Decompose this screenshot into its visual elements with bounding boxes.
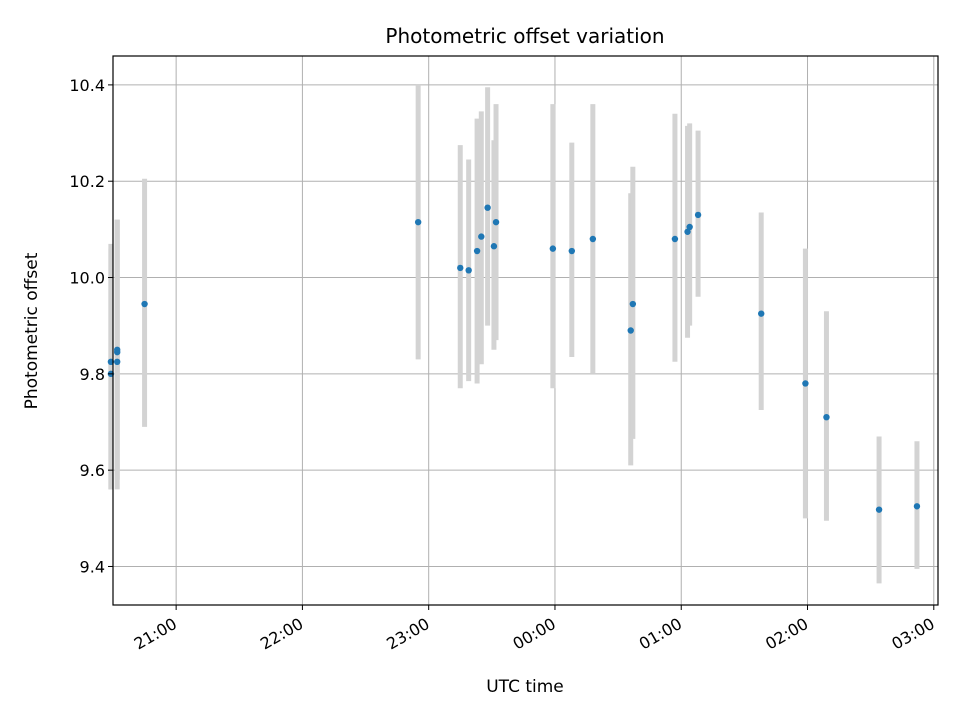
data-point <box>875 506 883 513</box>
grid <box>113 56 938 605</box>
data-point <box>671 235 679 243</box>
data-point <box>114 346 121 353</box>
x-axis-label: UTC time <box>486 677 564 697</box>
y-tick-label: 10.0 <box>69 269 105 288</box>
chart-title: Photometric offset variation <box>385 24 664 48</box>
data-point <box>478 233 485 240</box>
data-point <box>568 247 576 255</box>
data-point <box>694 211 702 219</box>
y-axis-label: Photometric offset <box>22 252 42 409</box>
data-point <box>114 358 121 366</box>
data-point <box>473 247 481 255</box>
data-point <box>913 503 921 510</box>
data-point <box>465 267 472 274</box>
data-point <box>549 245 557 252</box>
data-point <box>684 228 691 235</box>
data-point <box>589 235 597 243</box>
plot-frame <box>112 55 939 606</box>
y-tick-label: 9.6 <box>80 461 105 480</box>
data-point <box>492 218 500 226</box>
data-point <box>484 204 491 211</box>
y-axis: 9.4 9.6 9.8 10.0 10.2 10.4 <box>69 76 113 576</box>
data-point <box>686 223 693 231</box>
data-point <box>823 413 830 421</box>
y-tick-label: 9.4 <box>80 557 105 576</box>
data-point <box>141 300 148 308</box>
data-point <box>414 218 422 226</box>
y-tick-label: 9.8 <box>80 365 105 384</box>
y-tick-label: 10.2 <box>69 172 105 191</box>
data-point <box>802 380 809 387</box>
data-point <box>629 300 637 308</box>
data-point <box>627 327 634 334</box>
data-point <box>758 310 765 317</box>
data-point <box>490 243 498 250</box>
y-tick-label: 10.4 <box>69 76 105 95</box>
data-point <box>457 264 464 272</box>
